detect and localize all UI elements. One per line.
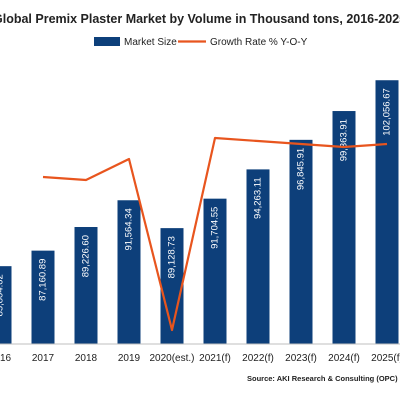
x-tick-label: 2020(est.) — [149, 353, 194, 364]
x-tick-label: 2018 — [75, 353, 98, 364]
bar-2022(f) — [246, 169, 270, 344]
legend-label-market-size: Market Size — [124, 37, 177, 48]
x-tick-label: 2019 — [118, 353, 141, 364]
x-tick-label: 2016 — [0, 353, 12, 364]
x-tick-label: 2017 — [32, 353, 55, 364]
x-tick-label: 2022(f) — [242, 353, 274, 364]
bar-value-label: 87,160.89 — [38, 259, 49, 301]
x-tick-label: 2021(f) — [199, 353, 231, 364]
bar-2016 — [0, 266, 12, 344]
bar-value-label: 102,056.67 — [382, 88, 393, 136]
bar-value-label: 91,564.34 — [124, 208, 135, 250]
bar-value-label: 85,804.02 — [0, 274, 6, 316]
legend-swatch-market-size — [94, 37, 120, 46]
bar-value-label: 96,845.91 — [296, 148, 307, 190]
chart-title: Global Premix Plaster Market by Volume i… — [0, 12, 400, 26]
growth-rate-line — [42, 136, 388, 332]
bar-2018 — [74, 227, 98, 344]
source-note: Source: AKI Research & Consulting (OPC) … — [247, 374, 400, 383]
bar-2025(f) — [375, 80, 399, 345]
bar-value-label: 89,128.73 — [167, 236, 178, 278]
bar-2019 — [117, 200, 141, 344]
bar-2023(f) — [289, 139, 313, 344]
x-tick-label: 2023(f) — [285, 353, 317, 364]
legend-label-growth-rate: Growth Rate % Y-O-Y — [210, 37, 308, 48]
bar-2024(f) — [332, 111, 356, 345]
legend: Market Size Growth Rate % Y-O-Y — [94, 37, 308, 48]
x-tick-label: 2024(f) — [328, 353, 360, 364]
bar-value-label: 89,226.60 — [81, 235, 92, 277]
bar-value-label: 94,263.11 — [253, 177, 264, 219]
bar-2021(f) — [203, 198, 227, 344]
x-tick-label: 2025(f) — [371, 353, 400, 364]
bar-value-label: 91,704.55 — [210, 207, 221, 249]
bar-2020(est.) — [160, 228, 184, 344]
bar-value-label: 99,363.91 — [339, 119, 350, 161]
bar-2017 — [31, 250, 55, 344]
